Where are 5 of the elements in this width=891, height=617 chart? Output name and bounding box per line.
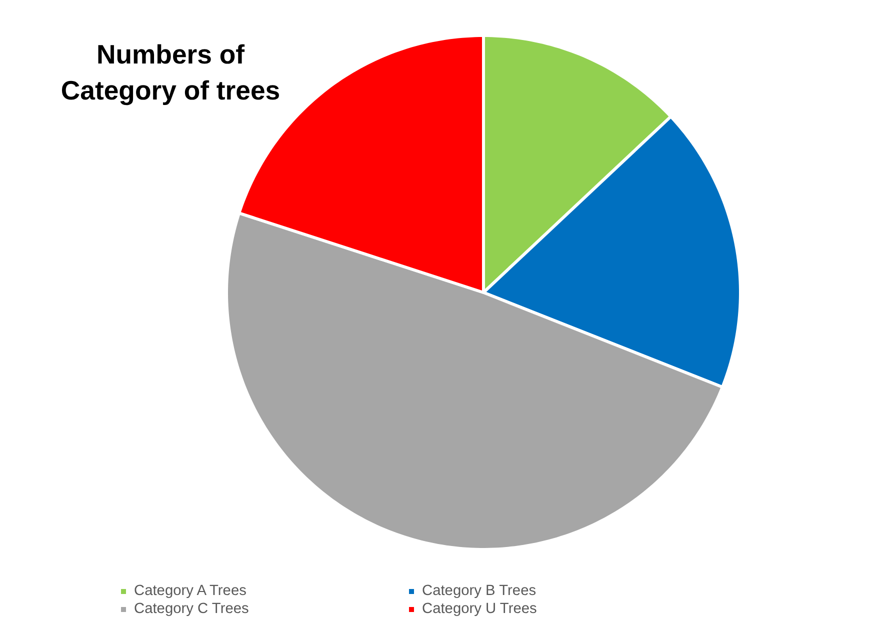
text: Numbers of Category of trees (60, 40, 280, 106)
legend-label: Category A Trees (134, 583, 248, 599)
legend-label: Category B Trees (422, 583, 538, 599)
legend-label: Category C Trees (134, 601, 250, 617)
legend-label: Category U Trees (422, 601, 538, 617)
